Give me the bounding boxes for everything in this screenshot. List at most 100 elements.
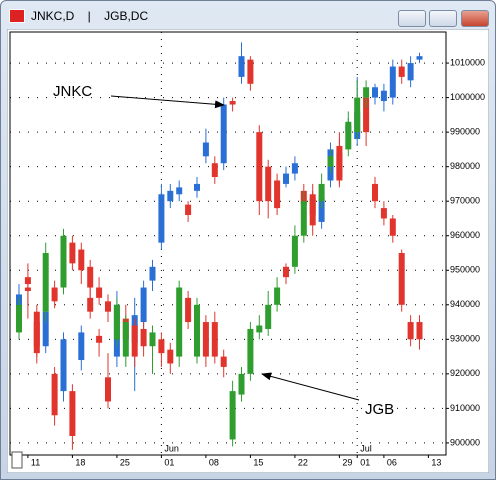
window-title: JNKC,D | JGB,DC — [31, 9, 149, 23]
close-button[interactable] — [461, 10, 489, 27]
candle-body — [318, 183, 325, 202]
candle-body — [265, 304, 272, 329]
candle-body — [274, 287, 281, 305]
candle-body — [96, 287, 103, 298]
candle-body — [122, 322, 129, 357]
candle-body — [60, 339, 67, 392]
candle-body — [398, 66, 405, 77]
y-tick-label: 1010000 — [450, 57, 485, 67]
candle-body — [327, 156, 334, 167]
candle-body — [24, 277, 31, 285]
candle-body — [363, 97, 370, 133]
x-tick-label: 22 — [298, 457, 308, 467]
y-tick-label: 990000 — [450, 127, 480, 137]
month-label: Jul — [360, 443, 372, 453]
candle-body — [220, 104, 227, 164]
candle-body — [247, 59, 254, 84]
candle-body — [283, 173, 289, 184]
candle-body — [69, 242, 76, 264]
candle-body — [51, 287, 58, 302]
candle-body — [354, 97, 361, 133]
candle-body — [78, 249, 85, 271]
annotation: JNKC — [53, 83, 92, 100]
candle-body — [167, 349, 174, 364]
candle-body — [202, 142, 209, 157]
candle-body — [149, 332, 156, 347]
candle-body — [194, 304, 200, 357]
candle-body — [113, 304, 120, 340]
candle-body — [309, 194, 316, 216]
minimize-button[interactable] — [398, 10, 426, 27]
y-tick-label: 920000 — [450, 368, 480, 378]
candle-body — [407, 63, 414, 81]
y-tick-label: 940000 — [450, 299, 480, 309]
candle-body — [194, 183, 200, 191]
candle-body — [238, 56, 245, 77]
candle-body — [176, 187, 183, 195]
candle-body — [274, 180, 281, 209]
candle-body — [87, 266, 94, 288]
candle-body — [140, 287, 147, 323]
candle-body — [167, 190, 174, 202]
candle-body — [105, 301, 111, 312]
candle-body — [78, 332, 85, 361]
candle-body — [300, 201, 307, 236]
x-tick-label: 06 — [387, 457, 397, 467]
x-tick-label: 01 — [164, 457, 174, 467]
candle-body — [363, 87, 370, 98]
candle-body — [202, 322, 209, 357]
y-tick-label: 960000 — [450, 230, 480, 240]
y-tick-label: 1000000 — [450, 92, 485, 102]
candle-body — [372, 87, 378, 98]
candle-body — [185, 297, 192, 323]
candle-body — [398, 252, 405, 305]
candle-body — [211, 322, 218, 357]
candle-body — [42, 311, 49, 347]
x-tick-label: 13 — [431, 457, 441, 467]
candle-body — [256, 132, 263, 202]
candle-body — [51, 373, 58, 416]
y-tick-label: 970000 — [450, 196, 480, 206]
candle-body — [247, 328, 254, 374]
candle-body — [105, 377, 111, 402]
maximize-button[interactable] — [429, 10, 457, 27]
annotation-arrow — [261, 372, 360, 401]
annotation: JGB — [365, 401, 394, 418]
candle-body — [256, 325, 263, 333]
x-tick-label: 29 — [342, 457, 352, 467]
y-tick-label: 900000 — [450, 437, 480, 447]
x-tick-label: 25 — [120, 457, 130, 467]
candle-body — [389, 66, 396, 98]
candle-body — [96, 335, 103, 343]
candle-body — [69, 391, 76, 437]
candle-body — [283, 266, 289, 278]
candle-body — [16, 304, 22, 333]
candle-body — [407, 322, 414, 340]
candle-body — [211, 163, 218, 178]
chart: 900000 910000 920000 930000 940000 950000 9600… — [7, 29, 489, 473]
candle-body — [220, 356, 227, 367]
candle-body — [140, 328, 147, 347]
scroll-box[interactable] — [11, 451, 23, 469]
candle-body — [176, 287, 183, 357]
candle-body — [60, 235, 67, 288]
candle-body — [318, 197, 325, 222]
candle-body — [380, 90, 387, 102]
x-tick-label: 08 — [209, 457, 219, 467]
candle-body — [416, 322, 423, 340]
candle-body — [149, 266, 156, 281]
month-label: Jun — [164, 443, 179, 453]
candle-body — [158, 339, 165, 354]
y-tick-label: 930000 — [450, 334, 480, 344]
candle-body — [238, 373, 245, 395]
x-tick-label: 18 — [75, 457, 85, 467]
y-tick-label: 910000 — [450, 403, 480, 413]
candle-body — [416, 56, 423, 60]
y-tick-label: 980000 — [450, 161, 480, 171]
candle-body — [389, 218, 396, 236]
x-tick-label: 11 — [31, 457, 40, 467]
window-icon — [9, 9, 25, 23]
y-tick-label: 950000 — [450, 265, 480, 275]
candle-body — [33, 311, 40, 347]
candle-body — [336, 152, 343, 181]
